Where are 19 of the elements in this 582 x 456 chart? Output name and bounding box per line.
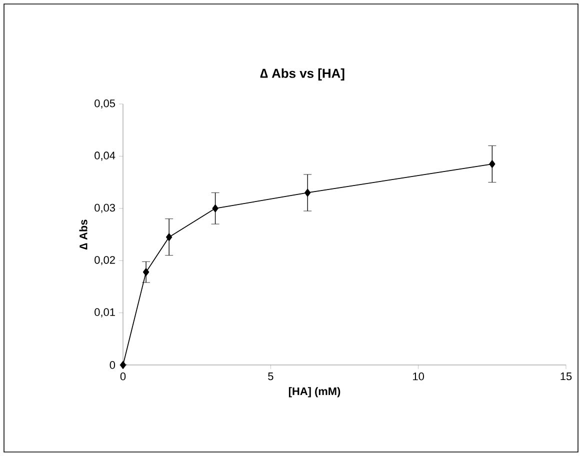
y-tick-label: 0,03	[94, 204, 115, 213]
x-tick-label: 15	[560, 372, 572, 380]
point	[142, 268, 150, 276]
point	[212, 204, 218, 212]
x-tick-label: 0	[120, 372, 126, 380]
x-tick-label: 5	[268, 372, 274, 380]
y-axis-title: ∆ Abs	[79, 220, 88, 250]
y-tick-label: 0,04	[94, 152, 116, 161]
point	[120, 361, 126, 369]
y-tick-label: 0,01	[94, 308, 115, 318]
point	[166, 233, 172, 242]
chart-title: ∆ Abs vs [HA]	[260, 68, 344, 80]
point	[304, 188, 311, 197]
y-tick-label: 0,05	[94, 99, 116, 109]
x-axis-title: [HA] (mM)	[288, 387, 340, 398]
point	[489, 160, 496, 168]
y-tick-label: 0	[110, 361, 116, 369]
x-tick-label: 10	[413, 372, 424, 380]
y-tick-label: 0,02	[94, 256, 115, 266]
